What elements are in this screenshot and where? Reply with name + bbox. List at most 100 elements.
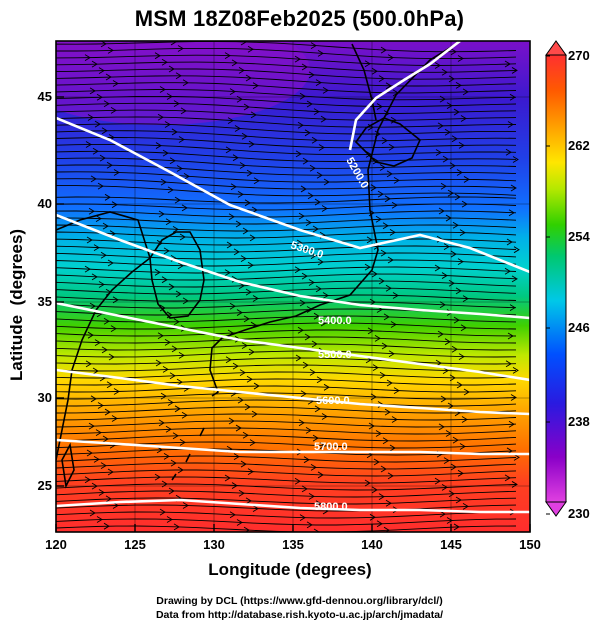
streamline-arrowhead <box>154 268 161 276</box>
colorbar-tick-label: 230 <box>568 506 590 521</box>
streamline-arrowhead <box>443 243 450 250</box>
streamline-arrowhead <box>245 288 252 296</box>
streamline <box>56 420 517 428</box>
streamline-arrowhead <box>454 193 461 201</box>
streamline-arrowhead <box>313 312 320 320</box>
streamline-arrowhead <box>104 408 111 416</box>
streamline-arrowhead <box>305 427 312 434</box>
streamline-arrowhead <box>242 227 249 235</box>
streamline-arrowhead <box>378 493 385 501</box>
streamline-arrowhead <box>313 528 320 532</box>
streamline-arrowhead <box>309 368 316 376</box>
streamline-arrowhead <box>100 251 107 259</box>
streamline-arrowhead <box>315 79 322 87</box>
streamline-arrowhead <box>171 128 178 136</box>
streamline-arrowhead <box>459 229 466 237</box>
streamline-arrowhead <box>246 169 253 177</box>
streamline <box>56 294 517 302</box>
streamline-arrowhead <box>167 186 174 194</box>
streamline-arrowhead <box>252 295 259 302</box>
streamline <box>56 61 517 73</box>
streamline-arrowhead <box>162 366 169 373</box>
streamline-arrowhead <box>382 437 389 445</box>
streamline-arrowhead <box>249 234 256 242</box>
colorbar-ticks <box>546 55 550 515</box>
streamline-arrowhead <box>103 100 110 108</box>
streamline-arrowhead <box>376 520 383 528</box>
streamline-arrowhead <box>90 395 97 403</box>
streamline-arrowhead <box>441 272 448 279</box>
streamline-arrowhead <box>450 463 457 471</box>
streamline-arrowhead <box>243 103 250 111</box>
streamline-arrowhead <box>511 275 518 283</box>
streamline-arrowhead <box>388 350 395 358</box>
streamline-arrowhead <box>158 419 165 427</box>
streamline-arrowhead <box>455 287 462 295</box>
streamline-arrowhead <box>244 199 251 207</box>
streamline-arrowhead <box>174 196 181 204</box>
streamline-arrowhead <box>459 443 466 450</box>
streamline-arrowhead <box>238 489 245 497</box>
streamline-arrowhead <box>447 189 454 197</box>
streamline-arrowhead <box>381 137 388 145</box>
streamline <box>56 75 517 87</box>
y-tick-label: 25 <box>37 478 52 493</box>
streamline-arrowhead <box>448 75 455 83</box>
taiwan-coastline <box>61 442 75 489</box>
streamline-arrowhead <box>243 315 250 323</box>
streamline-arrowhead <box>160 392 167 400</box>
streamline-arrowhead <box>462 503 469 510</box>
streamline-arrowhead <box>104 193 111 201</box>
streamline <box>56 41 517 53</box>
streamline-arrowhead <box>179 233 186 241</box>
streamline-arrowhead <box>453 108 460 116</box>
streamline-arrowhead <box>441 68 448 76</box>
streamline-arrowhead <box>224 52 231 60</box>
contour-5300 <box>56 116 530 274</box>
streamline-arrowhead <box>322 292 329 299</box>
sakhalin-coastline <box>351 43 377 121</box>
streamline-arrowhead <box>181 204 188 212</box>
streamline <box>56 123 516 135</box>
streamline-arrowhead <box>103 317 110 325</box>
streamline-arrowhead <box>440 182 447 190</box>
streamline-arrowhead <box>435 149 442 156</box>
streamline-arrowhead <box>86 236 93 244</box>
streamline-arrowhead <box>294 477 301 485</box>
streamline-arrowhead <box>175 290 182 298</box>
streamline-arrowhead <box>110 106 117 114</box>
streamline-arrowhead <box>176 378 183 386</box>
streamline-arrowhead <box>301 63 308 71</box>
streamline-arrowhead <box>250 111 257 119</box>
streamline <box>56 68 517 80</box>
streamline-arrowhead <box>376 103 383 110</box>
streamline-arrowhead <box>387 256 394 264</box>
streamline-arrowhead <box>234 125 241 132</box>
streamline-arrowhead <box>228 417 235 425</box>
streamline-arrowhead <box>438 207 445 215</box>
streamline-arrowhead <box>168 65 175 73</box>
streamline-arrowhead <box>302 157 309 165</box>
streamline-arrowhead <box>321 413 328 420</box>
streamline <box>56 273 517 281</box>
streamline-arrowhead <box>381 342 388 350</box>
streamline-arrowhead <box>380 46 387 54</box>
streamline <box>56 392 517 400</box>
streamline-arrowhead <box>100 41 107 48</box>
streamline-arrowhead <box>233 453 240 460</box>
streamline-arrowhead <box>161 480 168 488</box>
streamline-arrowhead <box>113 388 120 395</box>
streamline <box>56 157 517 169</box>
streamline-arrowhead <box>294 266 301 274</box>
streamline-arrowhead <box>315 500 322 508</box>
streamline-arrowhead <box>434 477 441 485</box>
streamline-arrowhead <box>295 150 302 158</box>
streamline-arrowhead <box>235 220 242 228</box>
streamline-arrowhead <box>299 92 306 100</box>
streamline <box>56 378 517 386</box>
streamline-arrowhead <box>512 367 519 374</box>
streamline-arrowhead <box>511 67 518 74</box>
streamline-arrowhead <box>391 416 398 423</box>
streamline-arrowhead <box>298 419 305 427</box>
streamline-arrowhead <box>297 121 304 129</box>
